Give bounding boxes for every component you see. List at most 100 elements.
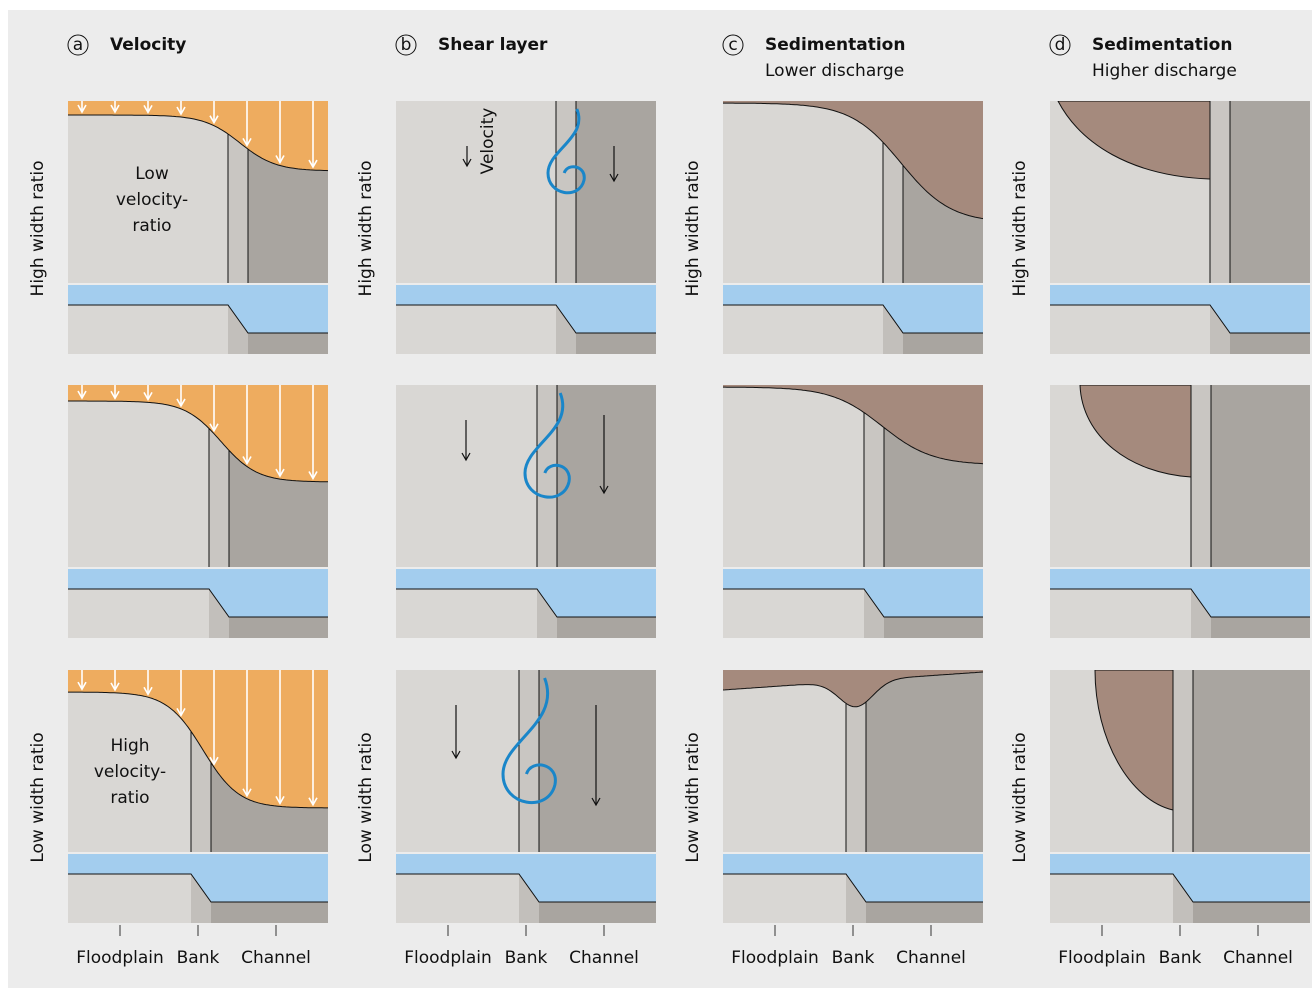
channel xyxy=(1211,385,1310,567)
axis-label: Bank xyxy=(1159,948,1202,968)
ground-bank xyxy=(209,589,229,638)
ground-channel xyxy=(229,617,328,638)
plot xyxy=(396,385,656,567)
panel xyxy=(723,670,983,923)
ground-line xyxy=(68,588,328,618)
floodplain xyxy=(723,670,846,852)
ground-bank xyxy=(556,305,576,354)
bank xyxy=(846,670,866,852)
panel-subtitle: Higher discharge xyxy=(1092,61,1237,81)
channel xyxy=(539,670,656,852)
ground-channel xyxy=(211,902,328,923)
panel-letter-circle xyxy=(395,34,417,56)
shear-vortex xyxy=(523,392,571,499)
panel xyxy=(723,101,983,354)
ground-line xyxy=(1050,588,1310,618)
velocity-area xyxy=(68,670,328,808)
ground-bank xyxy=(846,874,866,923)
ground-floodplain xyxy=(1050,305,1210,354)
panel-annotation: ratio xyxy=(132,216,171,236)
plot xyxy=(1050,670,1310,852)
arrow-head xyxy=(77,104,87,114)
axis-label: Bank xyxy=(832,948,875,968)
ground-line xyxy=(396,304,656,334)
panel xyxy=(68,385,328,638)
arrow-head xyxy=(143,686,153,696)
floodplain xyxy=(396,670,519,852)
ground-channel xyxy=(884,617,983,638)
axis-label: Floodplain xyxy=(404,948,492,968)
ground-line xyxy=(396,588,656,618)
arrow-head xyxy=(77,390,87,400)
panel: Velocity xyxy=(396,101,656,354)
ground-line xyxy=(68,873,328,903)
bank xyxy=(1173,670,1193,852)
panel-annotation: velocity- xyxy=(94,762,166,782)
panel-letter-circle xyxy=(722,34,744,56)
ground-channel xyxy=(1211,617,1310,638)
ground-line xyxy=(723,873,983,903)
ground-floodplain xyxy=(396,589,537,638)
channel xyxy=(1230,101,1310,283)
floodplain xyxy=(396,385,537,567)
arrow-head xyxy=(308,797,318,807)
panel xyxy=(396,670,656,923)
panel-annotation: Velocity xyxy=(478,108,498,175)
arrow-head xyxy=(275,468,285,478)
bank xyxy=(864,385,884,567)
panel-letter: a xyxy=(73,35,83,55)
arrow-head xyxy=(242,788,252,798)
ground-line xyxy=(1050,304,1310,334)
plot xyxy=(396,670,656,852)
velocity-area xyxy=(68,385,328,482)
panel-letter-circle xyxy=(67,34,89,56)
panel-title: Velocity xyxy=(110,35,186,55)
row-label: Low width ratio xyxy=(356,732,376,862)
plot: Low velocity-ratio xyxy=(68,101,328,283)
arrow-head xyxy=(110,104,120,114)
ground-bank xyxy=(883,305,903,354)
ground-channel xyxy=(539,902,656,923)
floodplain xyxy=(68,101,228,283)
bank xyxy=(228,101,248,283)
panel xyxy=(1050,670,1310,923)
arrow-head xyxy=(176,398,186,408)
ground-floodplain xyxy=(723,305,883,354)
panel xyxy=(723,385,983,638)
plot xyxy=(1050,101,1310,283)
channel xyxy=(576,101,656,283)
panel-title: Sedimentation xyxy=(1092,35,1232,55)
ground-bank xyxy=(519,874,539,923)
panel-letter-circle xyxy=(1049,34,1071,56)
ground-channel xyxy=(557,617,656,638)
sediment xyxy=(1094,670,1174,811)
ground-floodplain xyxy=(68,589,209,638)
channel xyxy=(866,670,983,852)
panel-annotation: velocity- xyxy=(116,190,188,210)
arrow-head xyxy=(209,423,219,433)
axis-label: Floodplain xyxy=(1058,948,1146,968)
panel: Low velocity-ratio xyxy=(68,101,328,354)
axis-label: Floodplain xyxy=(76,948,164,968)
ground-channel xyxy=(903,333,983,354)
ground-floodplain xyxy=(1050,874,1173,923)
ground-line xyxy=(396,873,656,903)
velocity-area xyxy=(68,101,328,171)
shear-vortex xyxy=(546,108,586,195)
sediment-edge xyxy=(723,102,983,220)
arrow-head xyxy=(209,756,219,766)
ground-channel xyxy=(1193,902,1310,923)
ground-line xyxy=(68,304,328,334)
axis-label: Bank xyxy=(177,948,220,968)
floodplain xyxy=(723,101,883,283)
ground-bank xyxy=(1191,589,1211,638)
panel-subtitle: Lower discharge xyxy=(765,61,904,81)
bank xyxy=(1191,385,1211,567)
arrow-head xyxy=(275,155,285,165)
plot xyxy=(723,101,983,283)
axis-label: Floodplain xyxy=(731,948,819,968)
ground-line xyxy=(723,588,983,618)
sediment xyxy=(723,670,983,707)
ground-channel xyxy=(1230,333,1310,354)
